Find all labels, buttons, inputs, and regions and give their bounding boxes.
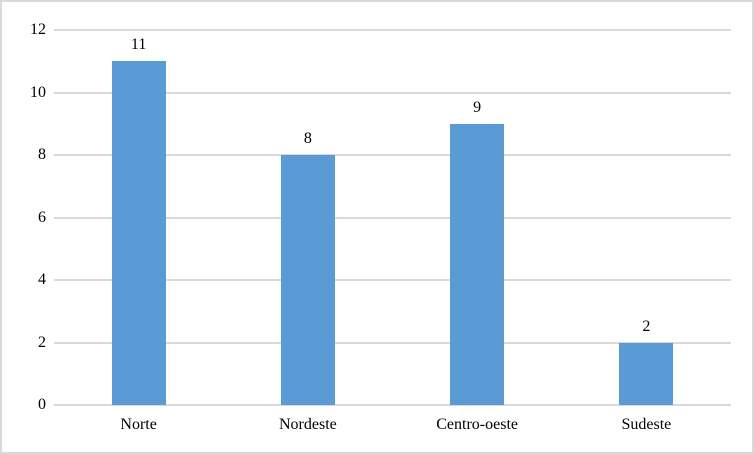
y-tick-label: 2	[38, 333, 46, 351]
bar-norte	[111, 61, 166, 405]
gridline	[54, 154, 731, 156]
y-tick-label: 8	[38, 146, 46, 163]
y-tick-label: 12	[30, 21, 46, 38]
x-category-label: Sudeste	[621, 416, 672, 433]
gridline	[54, 91, 731, 94]
bar-data-label: 8	[303, 130, 312, 147]
gridline	[54, 279, 731, 281]
y-tick-label: 10	[30, 83, 46, 101]
y-tick-label: 0	[38, 396, 46, 413]
x-category-label: Nordeste	[278, 416, 337, 433]
bar-nordeste	[280, 155, 335, 405]
plot-area: 11 8 9 2	[54, 29, 731, 406]
y-tick-label: 4	[38, 271, 46, 288]
x-category-label: Centro-oeste	[436, 416, 518, 433]
gridline	[54, 29, 731, 31]
x-category-label: Norte	[120, 416, 157, 433]
bar-centro-oeste	[450, 123, 505, 405]
gridline	[54, 341, 731, 344]
bar-data-label: 11	[130, 36, 147, 54]
bar-data-label: 9	[473, 98, 482, 116]
bar-sudeste	[619, 342, 674, 405]
bar-data-label: 2	[642, 317, 651, 335]
x-axis-line	[54, 404, 731, 406]
gridline	[54, 216, 731, 219]
y-tick-label: 6	[38, 208, 46, 226]
